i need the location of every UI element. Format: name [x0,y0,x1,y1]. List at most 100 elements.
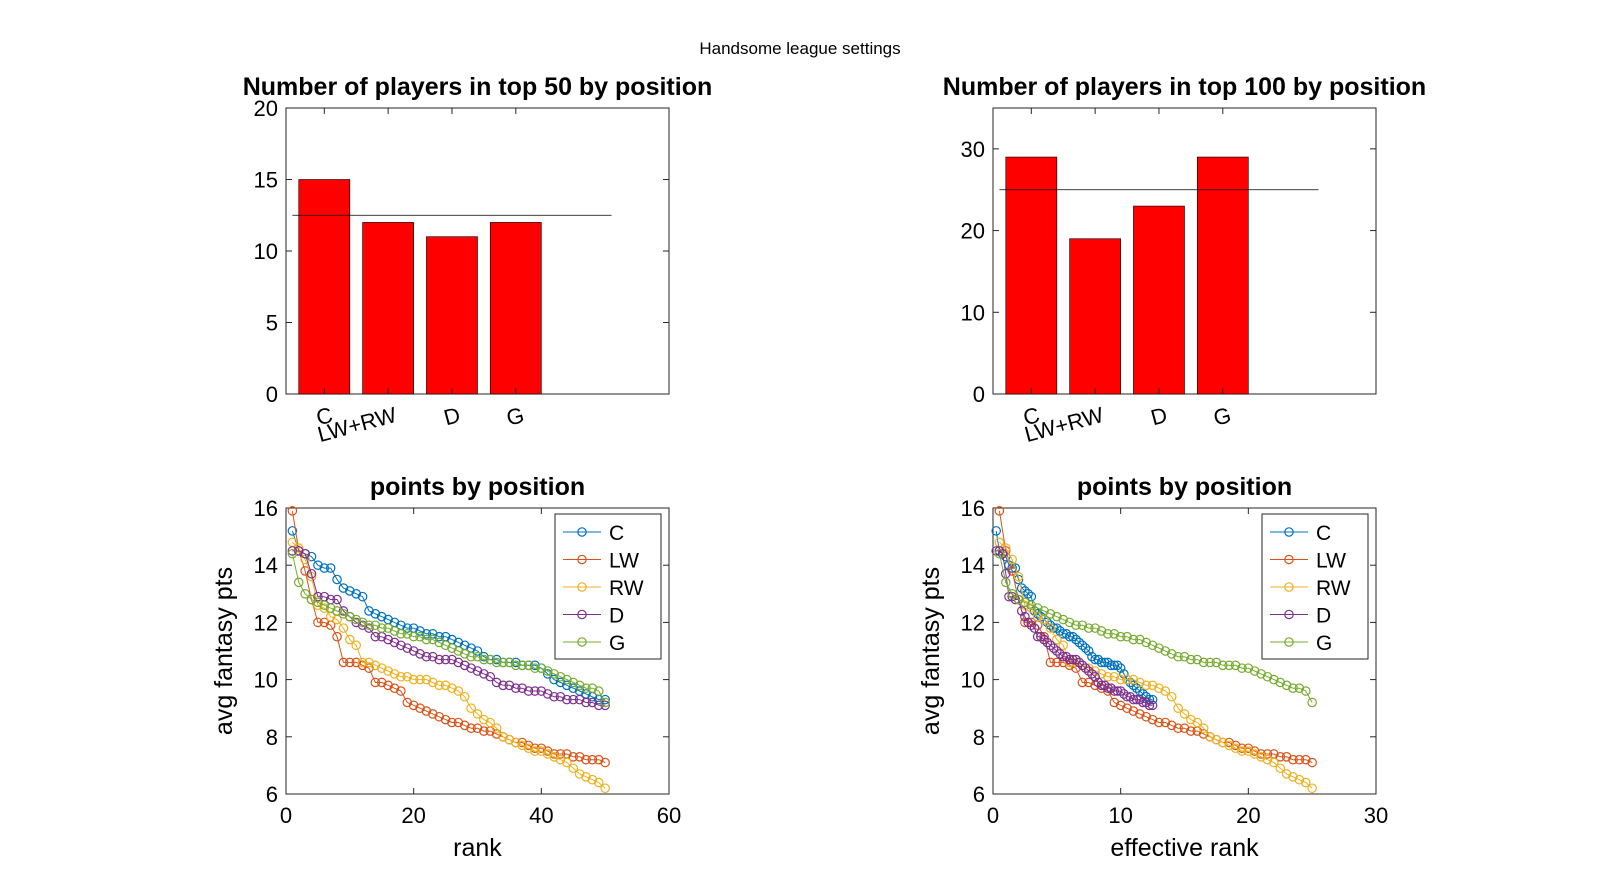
data-point [1147,640,1158,651]
y-tick-label: 16 [254,496,278,521]
data-point [1000,543,1011,553]
data-point [345,586,355,596]
data-point [536,686,547,696]
data-point [1080,663,1091,673]
data-point [1096,683,1107,693]
legend-label: C [1316,522,1331,545]
legend-label: D [1316,605,1331,628]
chart-title: Number of players in top 50 by position [243,73,713,101]
data-point [1243,743,1254,754]
data-point [389,669,400,679]
x-tick-label: 20 [1236,803,1260,828]
figure-suptitle: Handsome league settings [699,39,900,58]
data-point [364,620,374,631]
line-chart-rank: points by position 6 8 10 12 14 16 0 20 40 60 rank a… [210,473,681,862]
data-point [1026,603,1037,613]
data-point [1042,637,1053,648]
data-point [396,671,406,682]
x-tick-label: 30 [1364,803,1388,828]
x-tick-label: 60 [657,803,681,828]
data-point [1103,686,1113,696]
data-point [549,674,559,685]
data-point [1281,752,1292,762]
data-point [1281,769,1292,779]
data-point [351,588,362,599]
data-point [542,669,553,679]
data-point [434,637,444,648]
x-tick-label: 20 [401,803,425,828]
data-point [1166,691,1177,702]
legend-marker [1284,637,1294,647]
data-point [1122,674,1132,685]
y-tick-label: 15 [254,168,278,193]
data-point [1243,746,1254,756]
line-chart-effective-rank: points by position 6 8 10 12 14 16 0 10 20 30 effec… [917,473,1388,862]
data-point [491,677,502,688]
data-point [1135,709,1145,719]
data-point [1141,680,1151,691]
data-point [287,506,298,516]
data-point [581,683,591,693]
y-tick-label: 0 [266,382,278,407]
data-point [1300,777,1311,788]
data-point [1087,669,1097,679]
data-point [472,666,483,676]
data-point [1045,609,1056,619]
data-point [1023,617,1033,628]
data-point [1307,697,1317,708]
data-point [479,726,489,736]
data-point [396,640,406,651]
data-point [479,714,489,725]
data-point [1058,629,1069,639]
data-point [568,683,579,693]
data-point [1112,686,1123,696]
data-point [997,548,1008,559]
data-point [1071,634,1081,645]
data-point [415,649,425,659]
data-point [1144,694,1155,705]
data-point [1186,726,1196,736]
y-tick-label: 6 [266,782,278,807]
legend-label: G [1316,632,1332,655]
data-point [1052,657,1062,668]
data-point [1186,654,1196,665]
x-tick-label: D [1148,402,1170,430]
data-point [1249,666,1260,676]
series-d [991,546,1158,711]
bar-g [1196,156,1249,395]
data-point [447,717,457,728]
data-point [1061,629,1072,639]
y-axis-label: avg fantasy pts [917,567,945,735]
data-point [1115,686,1126,696]
data-point [562,694,572,705]
data-point [1090,654,1100,665]
data-point [1128,694,1139,705]
series-line [995,530,1153,701]
data-point [1249,749,1260,759]
legend-marker [577,609,587,620]
bar-chart-top100: Number of players in top 100 by position… [943,73,1426,447]
data-point [1269,757,1279,768]
data-point [1067,631,1078,642]
data-point [568,694,579,705]
data-point [1077,620,1088,631]
data-point [1128,634,1139,645]
y-tick-label: 20 [254,96,278,121]
data-point [536,743,547,754]
data-point [434,654,444,665]
data-point [1256,752,1266,762]
data-point [491,723,502,734]
data-point [1288,683,1298,693]
data-point [428,634,438,645]
data-point [587,774,598,785]
data-point [555,691,566,702]
data-point [1099,680,1110,691]
data-point [1122,703,1132,713]
series-line [998,553,1313,703]
data-point [1020,617,1030,628]
data-point [530,663,540,673]
data-point [313,560,323,570]
data-point [1074,637,1084,648]
data-point [459,720,470,731]
